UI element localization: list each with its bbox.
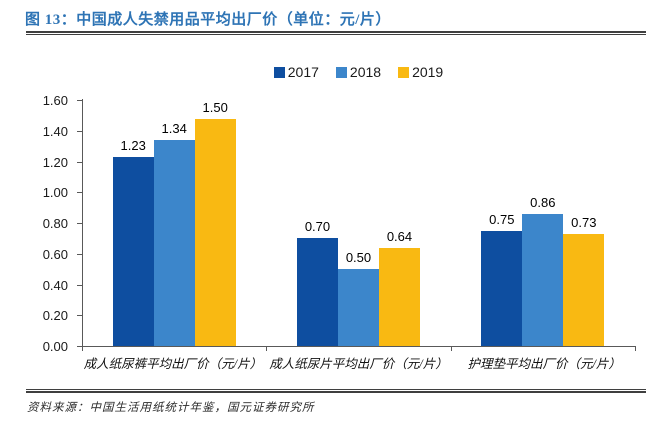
y-tick-mark bbox=[77, 100, 82, 101]
y-tick-mark bbox=[77, 130, 82, 132]
bar-value-label: 0.64 bbox=[386, 228, 413, 244]
bar-column-2019-0: 1.50 bbox=[194, 100, 236, 346]
bar-value-label: 1.23 bbox=[120, 137, 146, 153]
y-tick-mark bbox=[77, 192, 82, 194]
bar-column-2019-1: 0.64 bbox=[378, 100, 420, 346]
legend-label-2019: 2019 bbox=[412, 64, 444, 80]
legend-swatch-2019 bbox=[398, 66, 410, 78]
y-tick-label-0.40: 0.40 bbox=[42, 277, 68, 293]
x-axis-category-labels: 成人纸尿裤平均出厂价（元/片） 成人纸尿片平均出厂价（元/片） 护理垫平均出厂价（元… bbox=[80, 353, 637, 372]
title-rule-thick bbox=[26, 31, 646, 33]
y-tick-label-0.00: 0.00 bbox=[42, 339, 68, 354]
y-tick-label-0.80: 0.80 bbox=[42, 216, 68, 231]
bar-value-label: 0.70 bbox=[304, 219, 331, 235]
legend-label-2018: 2018 bbox=[349, 64, 382, 80]
legend-swatch-2018 bbox=[335, 66, 347, 78]
bar-2018-category-0 bbox=[153, 139, 195, 346]
bar-value-label: 1.50 bbox=[202, 100, 228, 115]
bar-2017-category-0 bbox=[112, 156, 154, 346]
bar-2019-category-0 bbox=[194, 119, 236, 346]
bar-group-1: 0.70 0.50 0.64 bbox=[266, 100, 450, 346]
legend-swatch-2017 bbox=[273, 66, 285, 78]
y-tick-label-1.40: 1.40 bbox=[42, 123, 68, 139]
x-tick-mark bbox=[450, 347, 452, 351]
bar-column-2018-1: 0.50 bbox=[337, 100, 379, 346]
y-tick-mark bbox=[77, 315, 82, 317]
x-tick-mark bbox=[266, 347, 268, 351]
chart-legend: 2017 2018 2019 bbox=[82, 64, 635, 80]
source-note: 资料来源：中国生活用纸统计年鉴，国元证券研究所 bbox=[27, 402, 315, 414]
bar-column-2017-2: 0.75 bbox=[481, 100, 523, 346]
bar-2018-category-2 bbox=[522, 213, 564, 346]
bar-group-2: 0.75 0.86 0.73 bbox=[451, 100, 635, 346]
category-label-1: 成人纸尿片平均出厂价（元/片） bbox=[269, 357, 448, 371]
bar-column-2017-1: 0.70 bbox=[296, 100, 338, 346]
y-tick-label-1.00: 1.00 bbox=[42, 185, 68, 201]
bar-column-2019-2: 0.73 bbox=[563, 100, 605, 346]
x-axis-line bbox=[82, 346, 636, 347]
y-tick-mark bbox=[77, 161, 82, 163]
y-tick-label-0.20: 0.20 bbox=[42, 308, 68, 324]
bar-value-label: 0.86 bbox=[530, 194, 556, 210]
bar-column-2018-2: 0.86 bbox=[522, 100, 564, 346]
y-axis-line bbox=[82, 99, 83, 347]
bar-value-label: 0.50 bbox=[345, 250, 372, 266]
y-tick-mark bbox=[77, 223, 82, 224]
legend-item-2018: 2018 bbox=[335, 64, 382, 80]
y-tick-label-1.20: 1.20 bbox=[42, 154, 68, 170]
figure-title: 图 13：中国成人失禁用品平均出厂价（单位：元/片） bbox=[25, 12, 391, 28]
category-label-2: 护理垫平均出厂价（元/片） bbox=[467, 357, 621, 371]
y-tick-mark bbox=[77, 346, 82, 347]
bar-2017-category-2 bbox=[481, 230, 523, 346]
footer-rule-thick bbox=[26, 391, 646, 393]
y-tick-label-1.60: 1.60 bbox=[42, 93, 68, 108]
plot-area: 1.23 1.34 1.50 0.70 0.50 0.64 0.75 0.86 0.73 bbox=[82, 100, 635, 346]
bar-2019-category-1 bbox=[378, 247, 420, 346]
bar-group-0: 1.23 1.34 1.50 bbox=[82, 100, 266, 346]
title-rule bbox=[26, 31, 646, 35]
bar-value-label: 0.73 bbox=[571, 214, 597, 230]
footer-rule-thin bbox=[26, 389, 646, 390]
y-tick-mark bbox=[77, 253, 82, 255]
bar-column-2017-0: 1.23 bbox=[112, 100, 154, 346]
legend-item-2017: 2017 bbox=[273, 64, 319, 80]
footer-rule bbox=[26, 389, 646, 393]
bar-2017-category-1 bbox=[296, 238, 338, 346]
bar-2018-category-1 bbox=[337, 269, 379, 346]
category-label-0: 成人纸尿裤平均出厂价（元/片） bbox=[83, 357, 263, 371]
legend-item-2019: 2019 bbox=[398, 64, 443, 80]
x-tick-mark bbox=[635, 347, 636, 351]
bar-column-2018-0: 1.34 bbox=[153, 100, 195, 346]
title-rule-thin bbox=[26, 34, 646, 35]
bar-value-label: 1.34 bbox=[161, 120, 187, 136]
bar-2019-category-2 bbox=[563, 233, 605, 346]
y-axis-labels: 0.00 0.20 0.40 0.60 0.80 1.00 1.20 1.40 1.60 bbox=[28, 93, 74, 354]
y-tick-mark bbox=[77, 284, 82, 286]
x-tick-mark bbox=[82, 347, 83, 351]
y-tick-label-0.60: 0.60 bbox=[42, 246, 68, 262]
legend-label-2017: 2017 bbox=[287, 64, 319, 80]
bar-value-label: 0.75 bbox=[489, 211, 515, 227]
